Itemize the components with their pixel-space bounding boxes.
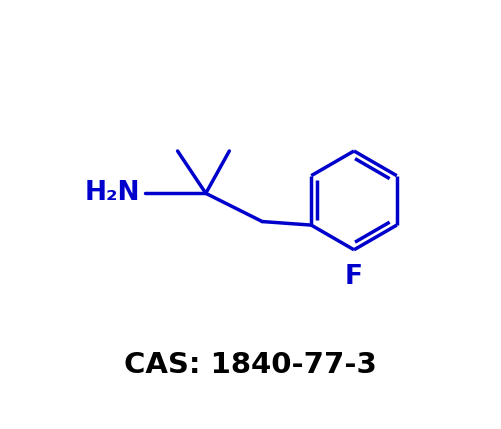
Text: CAS: 1840-77-3: CAS: 1840-77-3 (124, 351, 377, 379)
Text: H₂N: H₂N (85, 180, 140, 206)
Text: F: F (345, 264, 363, 290)
